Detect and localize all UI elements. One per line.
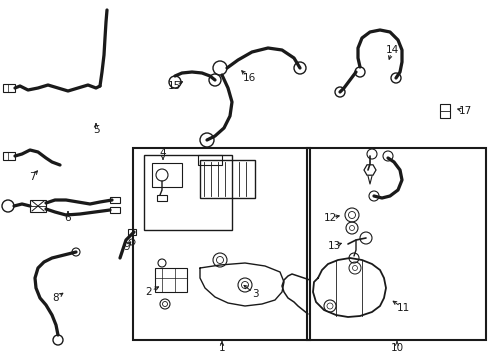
Text: 15: 15 — [167, 81, 180, 91]
Text: 16: 16 — [242, 73, 255, 83]
Bar — [155, 268, 186, 292]
Text: 14: 14 — [385, 45, 398, 55]
Text: 12: 12 — [323, 213, 336, 223]
Text: 1: 1 — [218, 343, 225, 353]
Text: 8: 8 — [53, 293, 59, 303]
Text: 6: 6 — [64, 213, 71, 223]
Bar — [128, 229, 136, 235]
Bar — [110, 197, 120, 203]
Bar — [439, 104, 449, 118]
Bar — [3, 84, 15, 92]
Bar — [306, 148, 485, 340]
Text: 5: 5 — [93, 125, 99, 135]
Text: 3: 3 — [251, 289, 258, 299]
Bar — [30, 200, 46, 212]
Bar — [157, 195, 167, 201]
Text: 9: 9 — [123, 242, 130, 252]
Bar — [143, 155, 231, 230]
Text: 17: 17 — [457, 106, 470, 116]
Bar — [200, 160, 254, 198]
Bar — [133, 148, 309, 340]
Bar — [198, 155, 222, 165]
Bar — [110, 207, 120, 213]
Text: 11: 11 — [396, 303, 409, 313]
Bar — [3, 152, 15, 160]
Text: 7: 7 — [29, 172, 35, 182]
Bar — [152, 163, 182, 187]
Text: 2: 2 — [145, 287, 152, 297]
Text: 10: 10 — [389, 343, 403, 353]
Text: 4: 4 — [160, 148, 166, 158]
Text: 13: 13 — [326, 241, 340, 251]
